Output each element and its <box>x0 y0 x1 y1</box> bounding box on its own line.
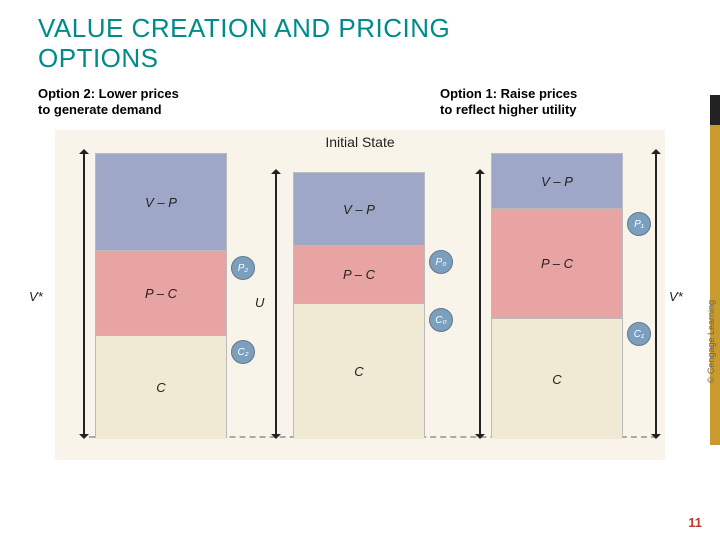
accent-bar-dark <box>710 95 720 125</box>
segment-vp: V – P <box>492 154 622 209</box>
title-line-2: OPTIONS <box>38 43 159 73</box>
marker-p0: P₀ <box>429 250 453 274</box>
axis-label-vstar-2: V* <box>669 289 683 304</box>
value-arrow-3 <box>655 150 657 438</box>
title-line-1: VALUE CREATION AND PRICING <box>38 13 450 43</box>
stacked-bar-2: V – PP – CC <box>491 153 623 438</box>
marker-p2: P₂ <box>231 256 255 280</box>
segment-c: C <box>492 319 622 439</box>
chart-title: Initial State <box>325 134 394 150</box>
value-arrow-1 <box>275 170 277 438</box>
stacked-bar-1: V – PP – CC <box>293 172 425 438</box>
value-arrow-2 <box>479 170 481 438</box>
value-arrow-0 <box>83 150 85 438</box>
axis-label-u-1: U <box>255 295 264 310</box>
accent-bar-gold <box>710 125 720 445</box>
marker-c1: C₁ <box>627 322 651 346</box>
chart-area: Initial State V – PP – CCV – PP – CCV – … <box>55 130 665 460</box>
segment-pc: P – C <box>492 209 622 319</box>
segment-c: C <box>96 336 226 439</box>
segment-vp: V – P <box>294 173 424 246</box>
marker-c2: C₂ <box>231 340 255 364</box>
segment-pc: P – C <box>96 251 226 336</box>
stacked-bar-0: V – PP – CC <box>95 153 227 438</box>
option-1-label: Option 1: Raise prices to reflect higher… <box>440 86 577 119</box>
credit-text: © Cengage Learning <box>706 300 716 383</box>
segment-c: C <box>294 304 424 439</box>
option-2-label: Option 2: Lower prices to generate deman… <box>38 86 179 119</box>
page-number: 11 <box>688 515 702 530</box>
segment-vp: V – P <box>96 154 226 251</box>
marker-c0: C₀ <box>429 308 453 332</box>
marker-p1: P₁ <box>627 212 651 236</box>
slide-title: VALUE CREATION AND PRICING OPTIONS <box>0 0 720 74</box>
segment-pc: P – C <box>294 246 424 304</box>
axis-label-vstar-0: V* <box>29 289 43 304</box>
